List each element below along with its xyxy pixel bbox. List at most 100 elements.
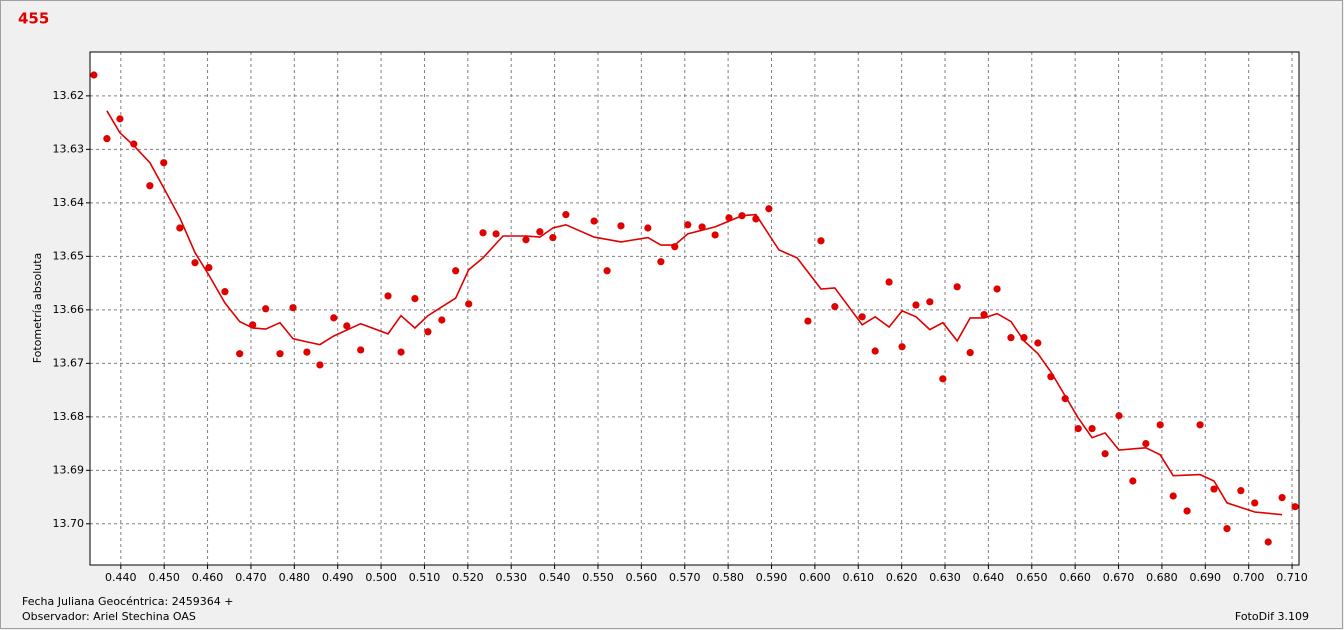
data-point: [804, 317, 812, 325]
data-point: [1223, 525, 1231, 533]
data-point: [384, 292, 392, 300]
data-point: [765, 205, 773, 213]
data-point: [90, 71, 98, 79]
data-point: [711, 231, 719, 239]
data-point: [343, 322, 351, 330]
x-tick-label: 0.700: [1233, 571, 1265, 584]
data-point: [1156, 421, 1164, 429]
y-tick-label: 13.62: [53, 89, 85, 102]
x-tick-label: 0.650: [1016, 571, 1048, 584]
data-point: [858, 313, 866, 321]
x-tick-label: 0.510: [409, 571, 441, 584]
data-point: [1251, 499, 1259, 507]
data-point: [357, 346, 365, 354]
x-tick-label: 0.520: [452, 571, 484, 584]
x-tick-label: 0.590: [756, 571, 788, 584]
data-point: [424, 328, 432, 336]
y-tick-label: 13.69: [53, 463, 85, 476]
data-point: [397, 348, 405, 356]
software: FotoDif 3.109: [1235, 610, 1309, 623]
y-axis-label: Fotometría absoluta: [31, 253, 44, 364]
data-point: [698, 223, 706, 231]
x-tick-label: 0.450: [148, 571, 180, 584]
data-point: [1061, 395, 1069, 403]
data-point: [1047, 373, 1055, 381]
data-point: [465, 300, 473, 308]
x-tick-label: 0.490: [322, 571, 354, 584]
data-point: [1088, 424, 1096, 433]
y-tick-label: 13.68: [53, 410, 85, 423]
x-tick-label: 0.610: [843, 571, 875, 584]
y-tick-label: 13.67: [53, 356, 85, 369]
data-point: [671, 243, 679, 251]
plot-area: [90, 52, 1299, 565]
data-point: [116, 115, 124, 123]
y-tick-label: 13.64: [53, 196, 85, 209]
data-point: [644, 224, 652, 232]
y-tick-label: 13.66: [53, 303, 85, 316]
y-tick-label: 13.70: [53, 517, 85, 530]
data-point: [1264, 538, 1272, 546]
data-point: [438, 316, 446, 324]
y-tick-label: 13.65: [53, 249, 85, 262]
data-point: [1183, 507, 1191, 515]
data-point: [980, 311, 988, 319]
x-tick-label: 0.480: [279, 571, 311, 584]
x-tick-label: 0.580: [712, 571, 744, 584]
data-point: [1278, 493, 1286, 502]
data-point: [939, 375, 947, 383]
plot-border: [89, 51, 1300, 566]
x-tick-label: 0.690: [1190, 571, 1222, 584]
data-point: [1101, 450, 1109, 458]
data-point: [205, 263, 213, 272]
data-point: [249, 321, 257, 329]
data-point: [926, 298, 934, 306]
x-tick-label: 0.570: [669, 571, 701, 584]
data-point: [725, 214, 733, 222]
data-point: [191, 259, 199, 267]
observer: Observador: Ariel Stechina OAS: [22, 610, 196, 623]
data-point: [1129, 477, 1137, 485]
x-tick-label: 0.530: [495, 571, 527, 584]
data-point: [536, 228, 544, 236]
x-tick-label: 0.470: [235, 571, 267, 584]
x-tick-label: 0.660: [1059, 571, 1091, 584]
x-tick-label: 0.440: [105, 571, 137, 584]
x-tick-label: 0.680: [1146, 571, 1178, 584]
data-point: [221, 288, 229, 296]
data-point: [752, 215, 760, 223]
data-point: [617, 222, 625, 230]
data-point: [176, 224, 184, 232]
data-point: [657, 258, 665, 266]
data-point: [479, 229, 487, 237]
data-point: [885, 278, 893, 286]
chart-title: 455: [18, 10, 49, 28]
data-point: [1007, 334, 1015, 342]
data-point: [817, 237, 825, 245]
x-tick-label: 0.560: [626, 571, 658, 584]
data-point: [1237, 487, 1245, 495]
data-point: [236, 350, 244, 358]
data-point: [898, 343, 906, 351]
data-point: [289, 304, 297, 312]
data-point: [590, 217, 598, 225]
data-point: [684, 221, 692, 229]
plot: 13.62 13.63 13.64 13.65 13.66 13.67 13.68 13.69…: [53, 52, 1308, 584]
x-tick-label: 0.640: [973, 571, 1005, 584]
x-tick-label: 0.620: [886, 571, 918, 584]
data-point: [522, 236, 530, 244]
data-point: [452, 267, 460, 275]
data-point: [562, 211, 570, 219]
data-point: [316, 361, 324, 369]
data-point: [831, 303, 839, 311]
data-point: [966, 349, 974, 357]
x-axis-label: Fecha Juliana Geocéntrica: 2459364 +: [22, 595, 233, 608]
data-point: [330, 314, 338, 322]
data-point: [130, 140, 138, 148]
data-point: [1074, 424, 1082, 433]
data-point: [1196, 421, 1204, 429]
data-point: [1020, 334, 1028, 342]
data-point: [160, 159, 168, 167]
data-point: [1169, 492, 1177, 500]
